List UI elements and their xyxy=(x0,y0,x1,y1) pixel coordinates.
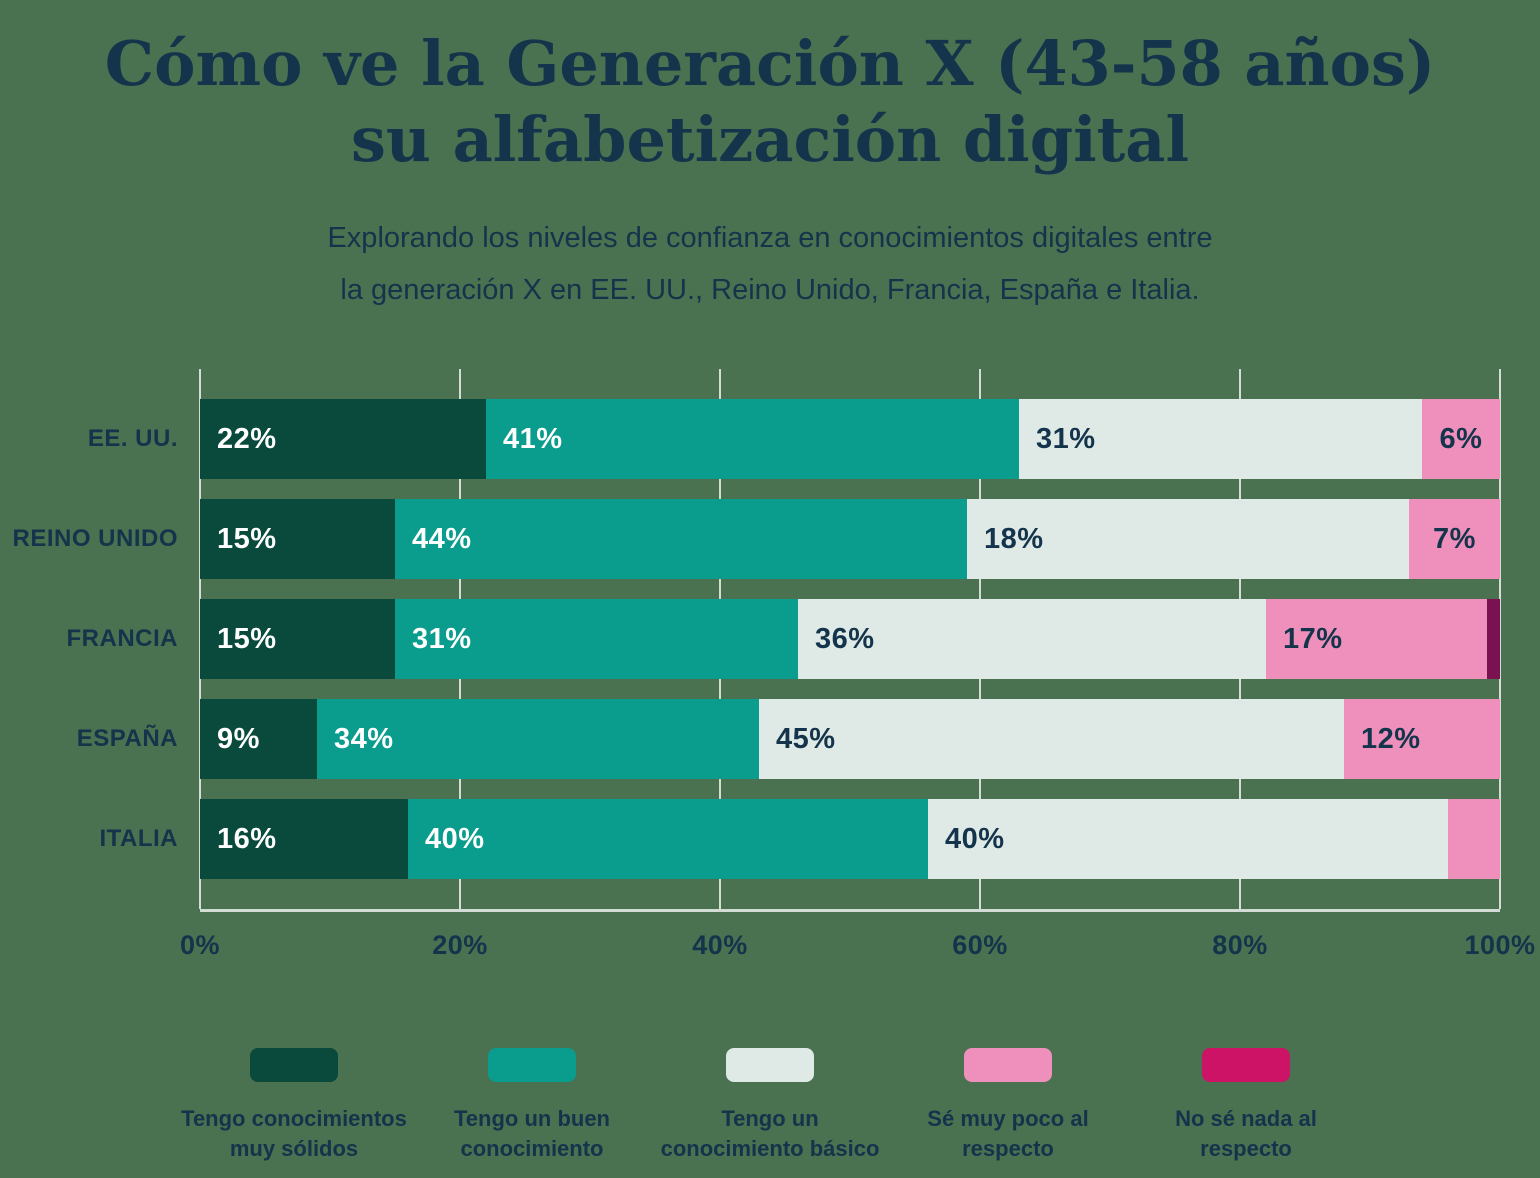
legend-item: No sé nada al respecto xyxy=(1127,1048,1365,1164)
bar-segment: 45% xyxy=(759,699,1344,779)
bar-segment-label: 12% xyxy=(1361,722,1421,755)
bar-segment xyxy=(1448,799,1500,879)
bar-segment: 12% xyxy=(1344,699,1500,779)
bar-row: 15% 31% 36% 17% xyxy=(200,599,1500,679)
bar-segment: 7% xyxy=(1409,499,1500,579)
country-label: REINO UNIDO xyxy=(12,525,178,552)
country-label: FRANCIA xyxy=(66,625,178,652)
bar-row: 15% 44% 18% 7% xyxy=(200,499,1500,579)
bar-segment-label: 34% xyxy=(334,722,394,755)
bar-segment-label: 18% xyxy=(984,522,1044,555)
bar-segment: 40% xyxy=(928,799,1448,879)
country-label: EE. UU. xyxy=(87,425,178,452)
bar-segment-label: 9% xyxy=(217,722,260,755)
legend-item: Tengo un conocimiento básico xyxy=(651,1048,889,1164)
legend-label: No sé nada al respecto xyxy=(1175,1106,1317,1161)
legend-swatch xyxy=(488,1048,576,1082)
x-tick-label: 0% xyxy=(179,930,221,960)
bar-segment: 41% xyxy=(486,399,1019,479)
bar-segment-label: 7% xyxy=(1433,522,1476,555)
chart-title: Cómo ve la Generación X (43-58 años) su … xyxy=(104,27,1436,176)
bar-segment xyxy=(1487,599,1500,679)
x-tick-label: 60% xyxy=(952,930,1008,960)
x-tick-label: 80% xyxy=(1212,930,1268,960)
legend-item: Tengo conocimientos muy sólidos xyxy=(175,1048,413,1164)
bar-segment-label: 41% xyxy=(503,422,563,455)
country-label: ITALIA xyxy=(99,825,178,852)
bar-segment-label: 31% xyxy=(412,622,472,655)
bar-row: 9% 34% 45% 12% xyxy=(200,699,1500,779)
bar-segment: 15% xyxy=(200,499,395,579)
bar-segment: 44% xyxy=(395,499,967,579)
country-label: ESPAÑA xyxy=(76,725,178,752)
legend-label: Tengo conocimientos muy sólidos xyxy=(181,1106,407,1161)
bar-segment-label: 40% xyxy=(945,822,1005,855)
legend-label: Tengo un conocimiento básico xyxy=(660,1106,880,1161)
bar-segment-label: 15% xyxy=(217,522,277,555)
bar-row: 22% 41% 31% 6% xyxy=(200,399,1500,479)
bar-segment: 22% xyxy=(200,399,486,479)
bar-segment: 31% xyxy=(395,599,798,679)
bar-segment-label: 31% xyxy=(1036,422,1096,455)
legend-swatch xyxy=(250,1048,338,1082)
legend-swatch xyxy=(1202,1048,1290,1082)
legend-label: Sé muy poco al respecto xyxy=(927,1106,1089,1161)
x-tick-label: 40% xyxy=(692,930,748,960)
bar-segment-label: 44% xyxy=(412,522,472,555)
legend: Tengo conocimientos muy sólidos Tengo un … xyxy=(175,1048,1365,1164)
legend-swatch xyxy=(964,1048,1052,1082)
bar-segment-label: 16% xyxy=(217,822,277,855)
legend-item: Tengo un buen conocimiento xyxy=(413,1048,651,1164)
bar-segment: 6% xyxy=(1422,399,1500,479)
legend-label: Tengo un buen conocimiento xyxy=(453,1106,610,1161)
plot-area: 0% 20% 40% 60% 80% 100% EE. UU. 22% 41% 31% 6% REIN… xyxy=(12,369,1535,960)
legend-item: Sé muy poco al respecto xyxy=(889,1048,1127,1164)
bar-segment: 17% xyxy=(1266,599,1487,679)
x-tick-label: 100% xyxy=(1464,930,1536,960)
bar-segment-label: 22% xyxy=(217,422,277,455)
bar-row: 16% 40% 40% xyxy=(200,799,1500,879)
bar-segment-label: 6% xyxy=(1439,422,1483,455)
chart-subtitle: Explorando los niveles de confianza en c… xyxy=(327,222,1213,306)
bar-segment-label: 36% xyxy=(815,622,875,655)
bar-segment-label: 17% xyxy=(1283,622,1343,655)
bar-segment: 36% xyxy=(798,599,1266,679)
bar-segment: 16% xyxy=(200,799,408,879)
bar-segment: 15% xyxy=(200,599,395,679)
bar-segment-label: 40% xyxy=(425,822,485,855)
bar-segment: 34% xyxy=(317,699,759,779)
bar-segment-label: 45% xyxy=(776,722,836,755)
legend-swatch xyxy=(726,1048,814,1082)
bar-segment: 40% xyxy=(408,799,928,879)
bar-segment-label: 15% xyxy=(217,622,277,655)
x-tick-label: 20% xyxy=(432,930,488,960)
bar-segment: 9% xyxy=(200,699,317,779)
bar-segment: 31% xyxy=(1019,399,1422,479)
bar-segment: 18% xyxy=(967,499,1409,579)
gridline xyxy=(1499,369,1501,909)
